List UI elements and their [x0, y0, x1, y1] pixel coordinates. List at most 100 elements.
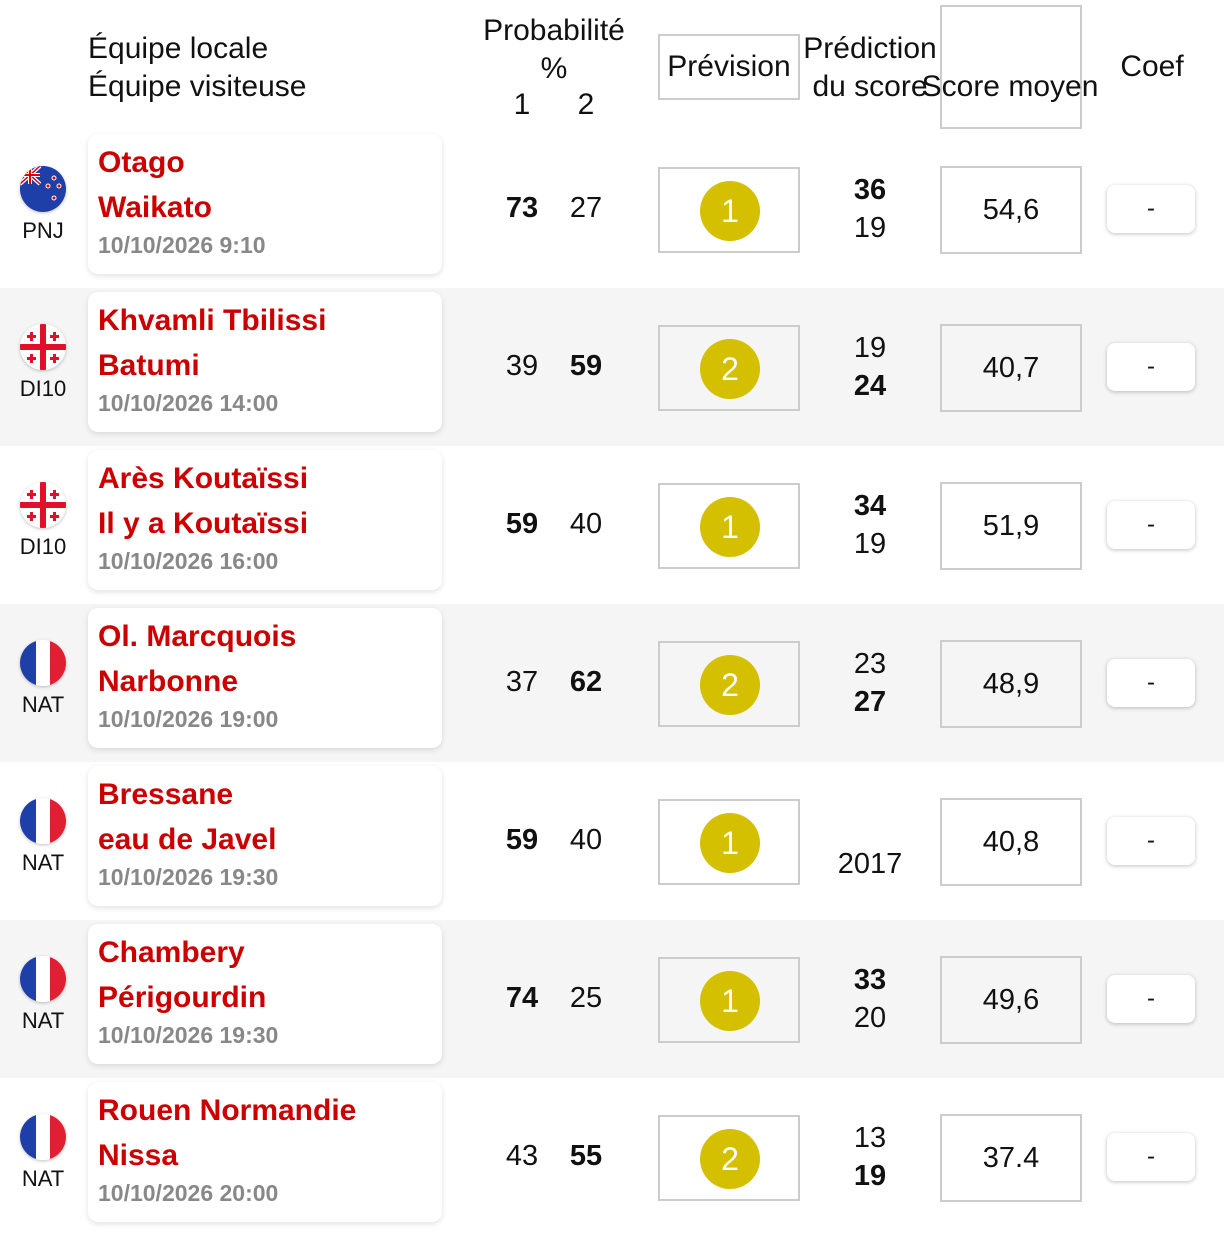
match-card[interactable]: Ol. Marcquois Narbonne 10/10/2026 19:00: [88, 608, 442, 748]
forecast-ball: 1: [700, 813, 760, 873]
match-row[interactable]: DI10 Arès Koutaïssi Il y a Koutaïssi 10/…: [0, 446, 1224, 604]
match-row[interactable]: NAT Ol. Marcquois Narbonne 10/10/2026 19…: [0, 604, 1224, 762]
competition-label: PNJ: [22, 218, 64, 243]
prob-away: 40: [569, 508, 603, 540]
home-team[interactable]: Khvamli Tbilissi: [98, 304, 327, 337]
prob-home: 73: [505, 192, 539, 224]
header-1: 1: [513, 88, 531, 121]
score-away: 19: [853, 212, 887, 244]
match-date: 10/10/2026 19:00: [98, 706, 279, 732]
score-home: 34: [853, 490, 887, 522]
match-row[interactable]: NAT Rouen Normandie Nissa 10/10/2026 20:…: [0, 1078, 1224, 1236]
france-flag-icon: [20, 640, 66, 686]
france-flag-icon: [20, 798, 66, 844]
prob-away: 62: [569, 666, 603, 698]
forecast-box: 2: [658, 641, 800, 727]
match-card[interactable]: Khvamli Tbilissi Batumi 10/10/2026 14:00: [88, 292, 442, 432]
home-team[interactable]: Ol. Marcquois: [98, 620, 297, 653]
score-away: 20: [853, 1002, 887, 1034]
prob-home: 74: [505, 982, 539, 1014]
home-team[interactable]: Chambery: [98, 936, 245, 969]
header-prediction-2: du score: [812, 70, 928, 103]
header-avg-box: [940, 5, 1082, 129]
georgia-flag-icon: [20, 482, 66, 528]
coef-button[interactable]: -: [1107, 817, 1195, 865]
prob-home: 59: [505, 508, 539, 540]
score-away: 27: [853, 686, 887, 718]
away-team[interactable]: Périgourdin: [98, 981, 267, 1014]
forecast-box: 2: [658, 325, 800, 411]
competition-label: NAT: [21, 692, 65, 717]
competition-label: DI10: [19, 534, 67, 559]
coef-button[interactable]: -: [1107, 185, 1195, 233]
coef-button[interactable]: -: [1107, 1133, 1195, 1181]
match-date: 10/10/2026 20:00: [98, 1180, 279, 1206]
average-score: 37.4: [940, 1114, 1082, 1202]
home-team[interactable]: Bressane: [98, 778, 234, 811]
average-score: 40,7: [940, 324, 1082, 412]
score-home: 13: [853, 1122, 887, 1154]
score-home: 19: [853, 332, 887, 364]
header-away: Équipe visiteuse: [88, 70, 307, 103]
forecast-ball: 2: [700, 339, 760, 399]
match-date: 10/10/2026 19:30: [98, 864, 279, 890]
coef-button[interactable]: -: [1107, 659, 1195, 707]
competition-label: NAT: [21, 1008, 65, 1033]
match-card[interactable]: Chambery Périgourdin 10/10/2026 19:30: [88, 924, 442, 1064]
forecast-ball: 2: [700, 655, 760, 715]
match-card[interactable]: Bressane eau de Javel 10/10/2026 19:30: [88, 766, 442, 906]
coef-button[interactable]: -: [1107, 343, 1195, 391]
match-row[interactable]: NAT Chambery Périgourdin 10/10/2026 19:3…: [0, 920, 1224, 1078]
match-row[interactable]: DI10 Khvamli Tbilissi Batumi 10/10/2026 …: [0, 288, 1224, 446]
away-team[interactable]: Narbonne: [98, 665, 239, 698]
forecast-box: 1: [658, 167, 800, 253]
prob-home: 43: [505, 1140, 539, 1172]
match-row[interactable]: PNJ Otago Waikato 10/10/2026 9:10 73 27 …: [0, 130, 1224, 288]
prob-home: 39: [505, 350, 539, 382]
forecast-box: 1: [658, 957, 800, 1043]
score-home: 33: [853, 964, 887, 996]
score-away: 19: [853, 1160, 887, 1192]
match-row[interactable]: NAT Bressane eau de Javel 10/10/2026 19:…: [0, 762, 1224, 920]
home-team[interactable]: Otago: [98, 146, 185, 179]
score-prediction: 2017: [837, 848, 903, 880]
match-card[interactable]: Arès Koutaïssi Il y a Koutaïssi 10/10/20…: [88, 450, 442, 590]
header-forecast: Prévision: [658, 34, 800, 100]
header-probability: Probabilité: [483, 14, 625, 47]
forecast-box: 1: [658, 483, 800, 569]
match-date: 10/10/2026 16:00: [98, 548, 279, 574]
forecast-box: 2: [658, 1115, 800, 1201]
away-team[interactable]: Il y a Koutaïssi: [98, 507, 309, 540]
score-home: 36: [853, 174, 887, 206]
prob-away: 55: [569, 1140, 603, 1172]
average-score: 54,6: [940, 166, 1082, 254]
forecast-ball: 1: [700, 497, 760, 557]
home-team[interactable]: Rouen Normandie: [98, 1094, 357, 1127]
france-flag-icon: [20, 956, 66, 1002]
home-team[interactable]: Arès Koutaïssi: [98, 462, 309, 495]
forecast-box: 1: [658, 799, 800, 885]
prob-away: 25: [569, 982, 603, 1014]
away-team[interactable]: Nissa: [98, 1139, 179, 1172]
prob-away: 40: [569, 824, 603, 856]
away-team[interactable]: Waikato: [98, 191, 212, 224]
coef-button[interactable]: -: [1107, 501, 1195, 549]
match-card[interactable]: Rouen Normandie Nissa 10/10/2026 20:00: [88, 1082, 442, 1222]
competition-label: DI10: [19, 376, 67, 401]
match-date: 10/10/2026 19:30: [98, 1022, 279, 1048]
header-coef: Coef: [1120, 50, 1184, 83]
prob-away: 59: [569, 350, 603, 382]
away-team[interactable]: eau de Javel: [98, 823, 277, 856]
score-home: 23: [853, 648, 887, 680]
away-team[interactable]: Batumi: [98, 349, 200, 382]
competition-label: NAT: [21, 850, 65, 875]
prob-home: 59: [505, 824, 539, 856]
header-percent: %: [540, 52, 568, 85]
average-score: 48,9: [940, 640, 1082, 728]
competition-label: NAT: [21, 1166, 65, 1191]
average-score: 40,8: [940, 798, 1082, 886]
match-card[interactable]: Otago Waikato 10/10/2026 9:10: [88, 134, 442, 274]
average-score: 49,6: [940, 956, 1082, 1044]
coef-button[interactable]: -: [1107, 975, 1195, 1023]
prob-away: 27: [569, 192, 603, 224]
